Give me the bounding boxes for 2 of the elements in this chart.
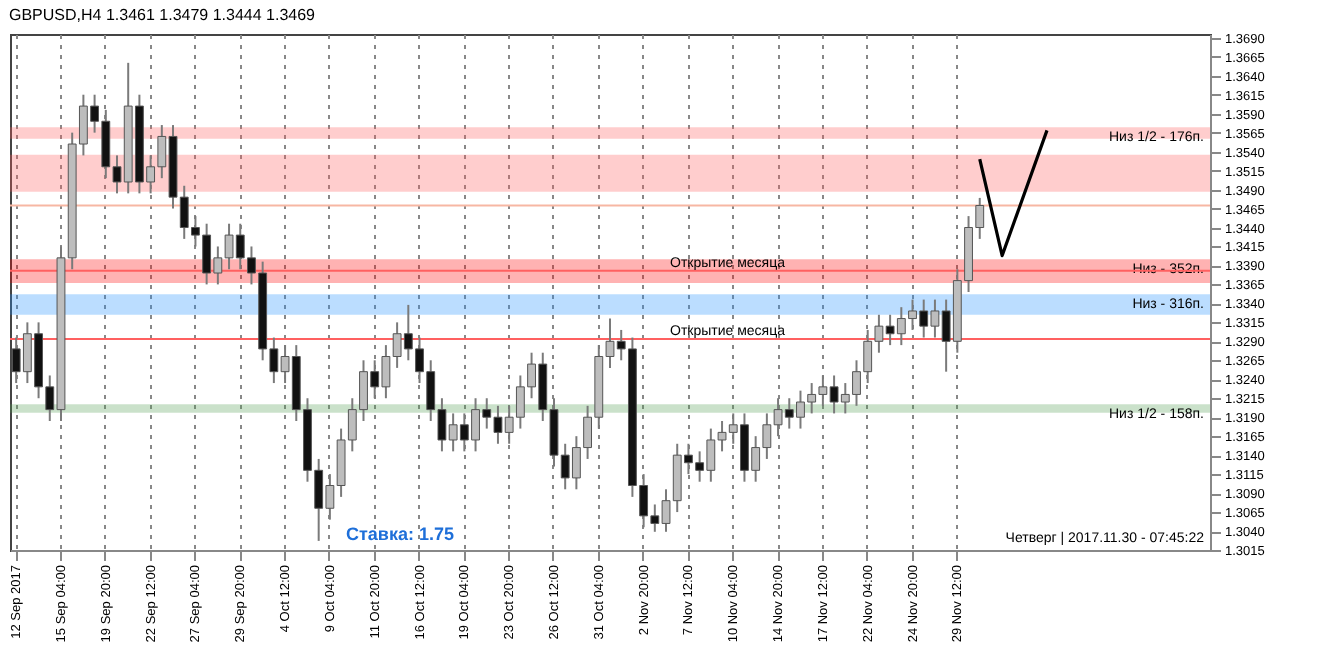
annotation: Ставка: 1.75 bbox=[346, 524, 454, 544]
chart-title: GBPUSD,H4 1.3461 1.3479 1.3444 1.3469 bbox=[9, 5, 317, 24]
